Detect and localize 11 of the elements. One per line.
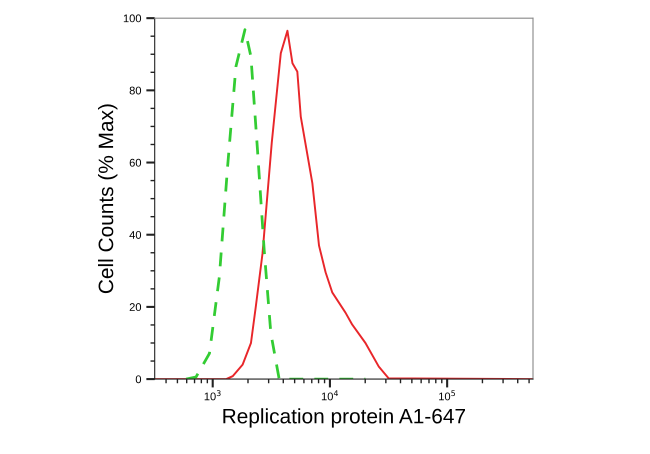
y-tick-label: 20 — [130, 303, 142, 312]
y-axis-title: Cell Counts (% Max) — [98, 104, 118, 294]
x-tick-label: 10$^{5}$ — [439, 390, 455, 400]
y-tick-label: 0 — [136, 375, 142, 384]
y-tick-label: 80 — [130, 86, 142, 94]
y-tick-label: 100 — [124, 14, 142, 22]
y-tick-label: 40 — [129, 230, 142, 239]
x-tick-label: 10$^{3}$ — [204, 390, 221, 400]
y-tick-label: 60 — [130, 158, 142, 167]
x-tick-label: 10$^{4}$ — [322, 390, 338, 400]
x-axis-title: Replication protein A1-647 — [223, 408, 465, 428]
